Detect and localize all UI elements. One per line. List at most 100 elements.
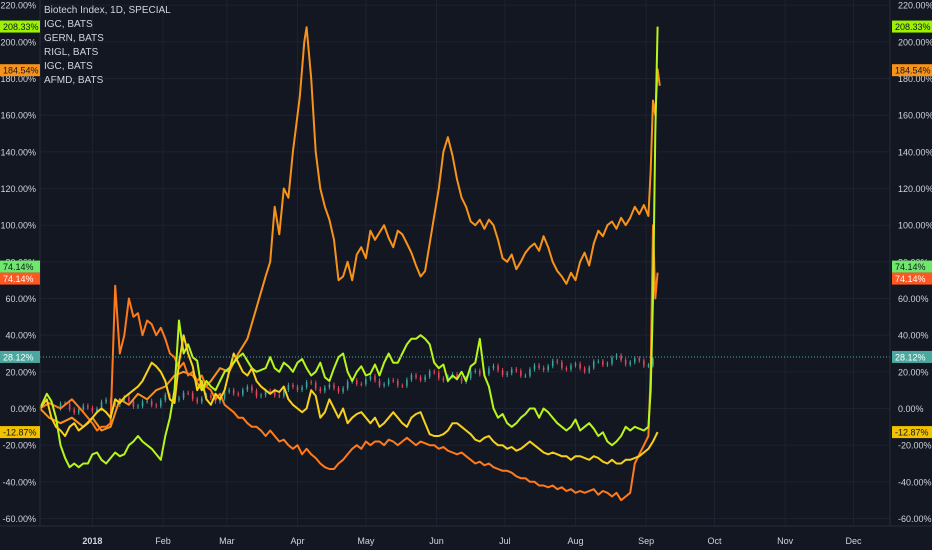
candle-body xyxy=(533,365,536,370)
price-label-text: 28.12% xyxy=(3,352,34,362)
candle-body xyxy=(410,375,413,380)
candle-body xyxy=(96,408,98,412)
candle-body xyxy=(419,377,422,380)
y-tick-label-right: 120.00% xyxy=(898,184,932,194)
candle-body xyxy=(524,375,527,377)
candle-body xyxy=(551,360,554,367)
y-tick-label-left: 40.00% xyxy=(5,331,36,341)
y-tick-label-left: 140.00% xyxy=(0,147,36,157)
candle-body xyxy=(191,393,194,400)
candle-body xyxy=(137,406,139,408)
candle-body xyxy=(342,388,344,392)
right-price-axis[interactable]: -60.00% -40.00% -20.00% 0.00% 20.00% 40.00% 60… xyxy=(889,0,932,526)
legend: Biotech Index, 1D, SPECIAL IGC, BATS GER… xyxy=(44,4,171,88)
biotech-index-candles xyxy=(59,353,654,416)
candle-body xyxy=(128,397,130,402)
x-tick-label: Feb xyxy=(155,536,171,546)
y-tick-label-left: 200.00% xyxy=(0,37,36,47)
series-lines xyxy=(39,26,661,502)
y-tick-label-left: -20.00% xyxy=(2,441,36,451)
candle-body xyxy=(223,391,226,399)
candle-body xyxy=(437,372,440,379)
candle-body xyxy=(159,400,162,407)
legend-item[interactable]: GERN, BATS xyxy=(44,33,104,44)
candle-body xyxy=(592,361,595,368)
candle-body xyxy=(561,362,563,369)
candle-body xyxy=(301,387,303,390)
candle-body xyxy=(556,360,559,363)
candle-body xyxy=(383,384,385,386)
candle-body xyxy=(305,382,308,388)
price-label-text: 74.14% xyxy=(895,274,926,284)
candle-body xyxy=(570,365,572,370)
candle-body xyxy=(638,358,641,361)
candle-body xyxy=(401,385,404,387)
candle-body xyxy=(278,395,281,397)
candle-body xyxy=(643,360,645,366)
candle-body xyxy=(624,360,627,365)
series-line-2 xyxy=(39,26,659,469)
candle-body xyxy=(428,371,431,377)
x-tick-label: May xyxy=(357,536,375,546)
x-tick-label: Sep xyxy=(638,536,654,546)
candle-body xyxy=(652,359,654,366)
candle-body xyxy=(328,384,331,388)
candle-body xyxy=(529,369,531,376)
candle-body xyxy=(187,392,189,394)
x-tick-label: 2018 xyxy=(82,536,102,546)
candle-body xyxy=(433,371,436,373)
candle-body xyxy=(87,405,89,408)
y-tick-label-right: 140.00% xyxy=(898,147,932,157)
legend-item[interactable]: IGC, BATS xyxy=(44,61,93,72)
y-tick-label-left: 180.00% xyxy=(0,74,36,84)
candle-body xyxy=(296,386,299,390)
candle-body xyxy=(196,399,199,403)
candle-body xyxy=(415,375,417,378)
candle-body xyxy=(492,365,495,369)
x-tick-label: Dec xyxy=(846,536,863,546)
price-label-box xyxy=(892,64,932,77)
candle-body xyxy=(141,401,144,407)
y-tick-label-left: 160.00% xyxy=(0,111,36,121)
x-tick-label: Nov xyxy=(777,536,794,546)
price-label-text: 74.14% xyxy=(895,262,926,272)
y-tick-label-right: 60.00% xyxy=(898,294,929,304)
price-label-text: 208.33% xyxy=(3,22,39,32)
legend-item[interactable]: AFMD, BATS xyxy=(44,75,104,86)
y-tick-label-right: 40.00% xyxy=(898,331,929,341)
candle-body xyxy=(246,386,249,390)
x-tick-label: Oct xyxy=(708,536,723,546)
grid xyxy=(40,0,890,526)
candle-body xyxy=(602,361,604,365)
price-label-box xyxy=(892,260,932,273)
candle-body xyxy=(360,383,363,385)
y-tick-label-right: -40.00% xyxy=(898,477,932,487)
candle-body xyxy=(474,370,477,372)
candle-body xyxy=(77,409,80,413)
candle-body xyxy=(501,370,504,375)
price-label-text: 28.12% xyxy=(895,352,926,362)
legend-item[interactable]: RIGL, BATS xyxy=(44,47,99,58)
candle-body xyxy=(255,390,258,397)
legend-item[interactable]: IGC, BATS xyxy=(44,19,93,30)
price-label-box xyxy=(892,20,932,33)
price-labels: 208.33% 208.33% 184.54% 184.54% 74.14% 74.14%… xyxy=(0,20,932,439)
y-tick-label-right: 200.00% xyxy=(898,37,932,47)
candle-body xyxy=(597,361,600,363)
candle-body xyxy=(269,390,271,392)
candle-body xyxy=(588,367,590,372)
price-label-box xyxy=(892,350,932,363)
price-label-text: 74.14% xyxy=(3,262,34,272)
y-tick-label-left: 220.00% xyxy=(0,1,36,11)
candle-body xyxy=(387,379,390,385)
time-axis[interactable]: 2018 Feb Mar Apr May Jun Jul Aug Sep Oct Nov Dec xyxy=(0,525,932,546)
legend-item[interactable]: Biotech Index, 1D, SPECIAL xyxy=(44,5,171,16)
y-tick-label-right: 180.00% xyxy=(898,74,932,84)
candle-body xyxy=(355,380,358,384)
candle-body xyxy=(606,363,609,365)
y-tick-label-right: 20.00% xyxy=(898,367,929,377)
price-label-box xyxy=(892,272,932,285)
price-label-text: 184.54% xyxy=(895,66,931,76)
candle-body xyxy=(287,384,290,390)
